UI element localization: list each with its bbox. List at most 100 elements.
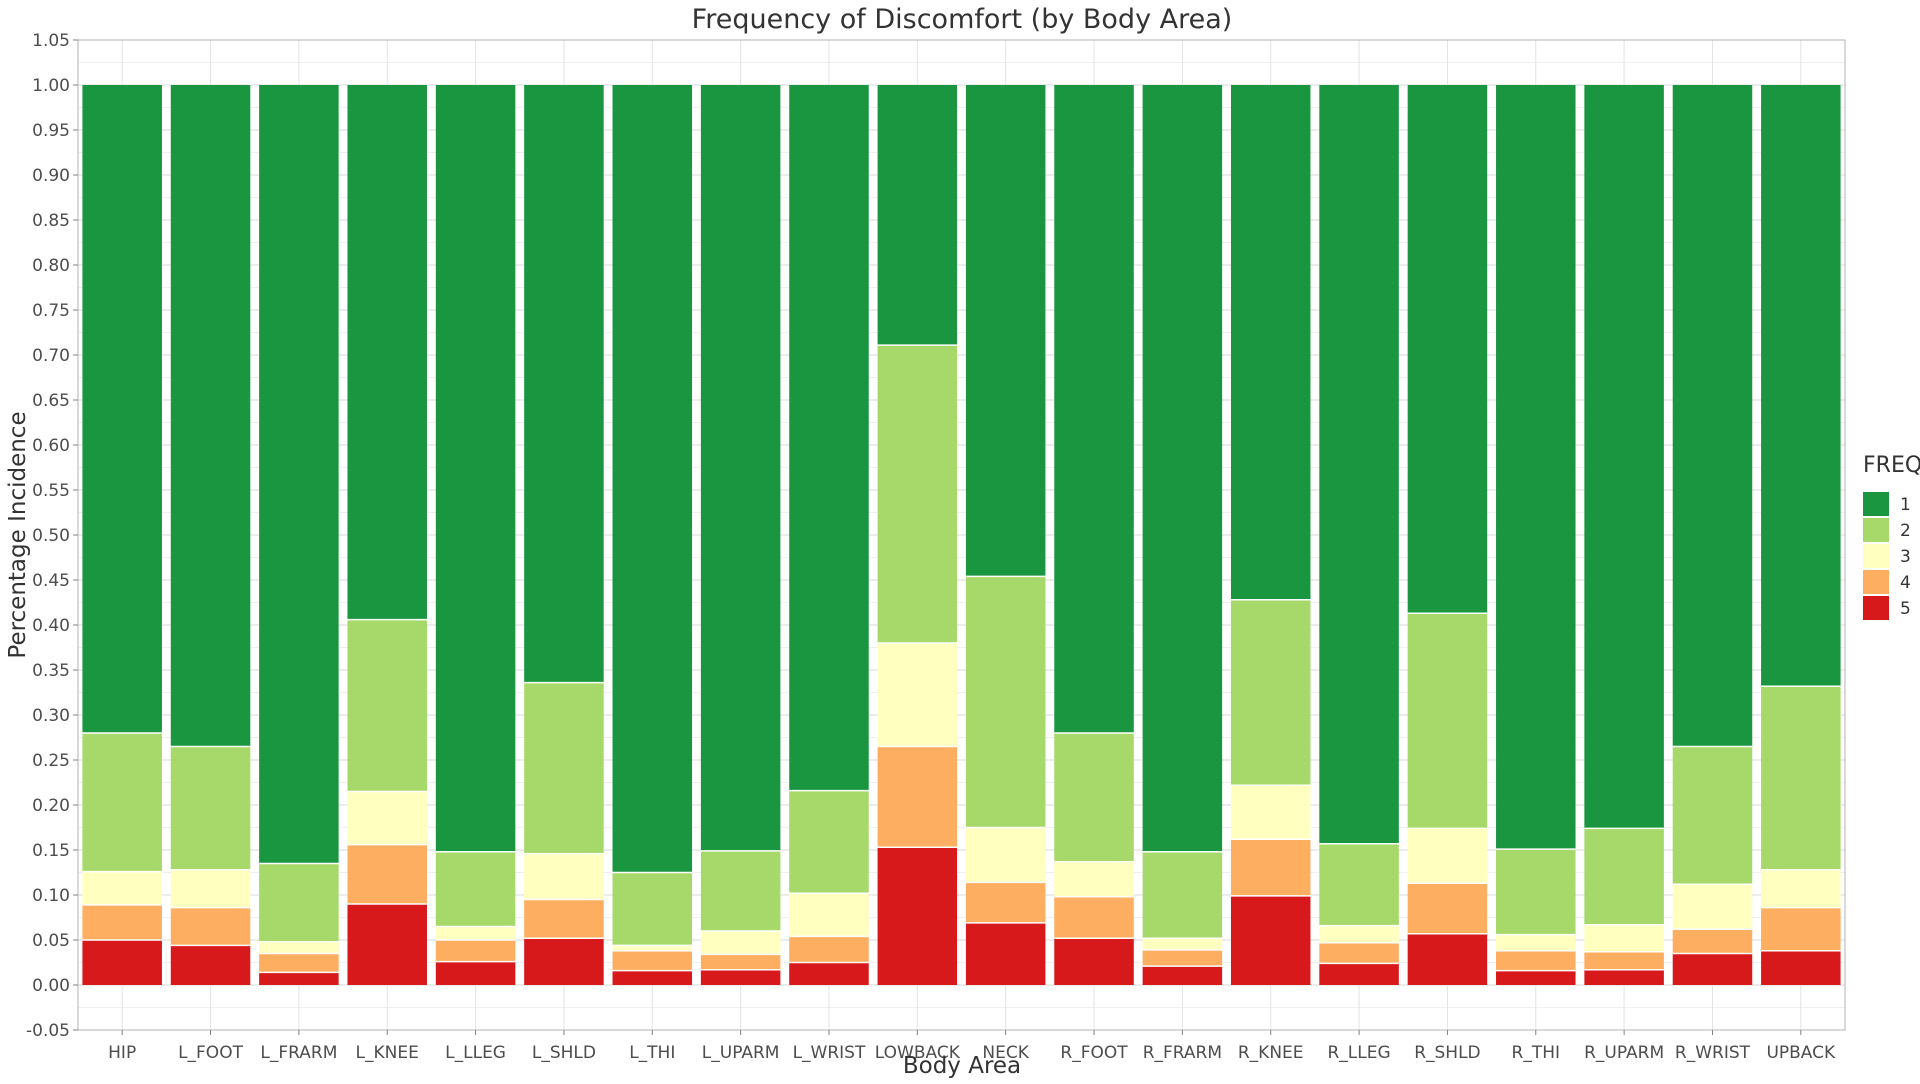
bar-segment-r-frarm-freq-3 xyxy=(1142,938,1223,950)
bar-segment-r-uparm-freq-5 xyxy=(1584,969,1664,985)
bar-segment-r-foot-freq-4 xyxy=(1054,896,1134,939)
legend-label-freq-2: 2 xyxy=(1900,521,1911,541)
legend-label-freq-4: 4 xyxy=(1900,573,1911,593)
x-tick-label-l-shld: L_SHLD xyxy=(532,1043,596,1063)
bar-segment-hip-freq-5 xyxy=(82,940,162,985)
x-tick-label-r-lleg: R_LLEG xyxy=(1327,1043,1390,1063)
y-tick-label: 0.20 xyxy=(32,796,70,816)
bar-segment-hip-freq-3 xyxy=(82,871,162,905)
x-tick-label-r-knee: R_KNEE xyxy=(1238,1043,1304,1063)
bar-segment-r-thi-freq-5 xyxy=(1496,970,1576,985)
bar-segment-neck-freq-3 xyxy=(965,827,1046,883)
bar-segment-l-knee-freq-4 xyxy=(347,844,427,904)
x-tick-label-hip: HIP xyxy=(108,1043,136,1063)
bar-segment-hip-freq-4 xyxy=(82,904,162,940)
bar-segment-l-lleg-freq-3 xyxy=(435,926,516,940)
y-tick-label: 0.10 xyxy=(32,886,70,906)
bar-segment-r-foot-freq-3 xyxy=(1054,861,1134,897)
bar-segment-l-wrist-freq-2 xyxy=(789,790,869,894)
bar-segment-l-frarm-freq-1 xyxy=(259,85,339,864)
bar-segment-l-wrist-freq-4 xyxy=(789,936,869,963)
bar-segment-l-thi-freq-4 xyxy=(612,950,693,971)
x-tick-label-r-wrist: R_WRIST xyxy=(1675,1043,1751,1063)
bar-segment-lowback-freq-4 xyxy=(877,746,958,848)
bar-segment-l-knee-freq-2 xyxy=(347,619,427,792)
bar-segment-l-thi-freq-5 xyxy=(612,970,693,985)
y-tick-label: 0.55 xyxy=(32,481,70,501)
bar-segment-r-shld-freq-1 xyxy=(1407,85,1488,614)
bar-segment-l-knee-freq-5 xyxy=(347,904,427,985)
bar-segment-l-foot-freq-2 xyxy=(170,746,251,870)
bar-segment-l-thi-freq-3 xyxy=(612,945,693,951)
bar-segment-l-shld-freq-1 xyxy=(524,85,604,683)
x-tick-label-l-uparm: L_UPARM xyxy=(702,1043,780,1063)
bar-segment-neck-freq-4 xyxy=(965,882,1046,923)
y-tick-label: 0.00 xyxy=(32,976,70,996)
bar-segment-l-thi-freq-1 xyxy=(612,85,693,873)
legend-label-freq-5: 5 xyxy=(1900,599,1911,619)
y-tick-label: 0.50 xyxy=(32,526,70,546)
y-tick-label: 0.85 xyxy=(32,211,70,231)
bar-segment-r-shld-freq-5 xyxy=(1407,933,1488,985)
x-tick-label-r-foot: R_FOOT xyxy=(1060,1043,1128,1063)
y-axis-label: Percentage Incidence xyxy=(5,411,31,658)
bar-segment-hip-freq-1 xyxy=(82,85,162,733)
bar-segment-hip-freq-2 xyxy=(82,733,162,872)
x-tick-label-upback: UPBACK xyxy=(1766,1043,1836,1063)
bar-segment-r-wrist-freq-3 xyxy=(1672,884,1753,930)
bar-segment-l-uparm-freq-1 xyxy=(700,85,781,851)
bar-segment-r-knee-freq-5 xyxy=(1230,895,1311,985)
bar-segment-r-wrist-freq-4 xyxy=(1672,929,1753,954)
bar-segment-l-knee-freq-1 xyxy=(347,85,427,620)
bar-segment-r-shld-freq-4 xyxy=(1407,883,1488,934)
bar-segment-r-wrist-freq-1 xyxy=(1672,85,1753,747)
bar-segment-l-shld-freq-4 xyxy=(524,899,604,939)
legend-label-freq-3: 3 xyxy=(1900,547,1911,567)
bar-segment-r-uparm-freq-4 xyxy=(1584,951,1664,970)
bar-segment-l-lleg-freq-2 xyxy=(435,851,516,927)
bar-segment-upback-freq-1 xyxy=(1761,85,1841,687)
bar-segment-lowback-freq-5 xyxy=(877,847,958,985)
bar-segment-r-wrist-freq-5 xyxy=(1672,953,1753,985)
chart-title: Frequency of Discomfort (by Body Area) xyxy=(692,4,1233,35)
bar-segment-r-frarm-freq-1 xyxy=(1142,85,1223,852)
bar-segment-r-thi-freq-4 xyxy=(1496,950,1576,971)
bar-segment-l-wrist-freq-3 xyxy=(789,893,869,937)
bar-segment-upback-freq-4 xyxy=(1761,907,1841,951)
legend-swatch-freq-3 xyxy=(1863,544,1889,568)
legend-label-freq-1: 1 xyxy=(1900,495,1911,515)
y-tick-label: 0.25 xyxy=(32,751,70,771)
bar-segment-l-lleg-freq-4 xyxy=(435,940,516,962)
bar-segment-r-knee-freq-2 xyxy=(1230,599,1311,786)
bar-segment-r-uparm-freq-3 xyxy=(1584,924,1664,952)
bar-segment-r-foot-freq-1 xyxy=(1054,85,1134,733)
x-tick-label-l-foot: L_FOOT xyxy=(178,1043,244,1063)
bar-segment-l-wrist-freq-1 xyxy=(789,85,869,791)
bar-segment-r-thi-freq-2 xyxy=(1496,849,1576,935)
bar-segment-r-thi-freq-3 xyxy=(1496,934,1576,951)
bar-segment-r-foot-freq-5 xyxy=(1054,938,1134,985)
y-axis-ticks: -0.05 0.00 0.05 0.10 0.15 0.20 0.25 0.30 0.35 0.4… xyxy=(26,31,78,1041)
y-tick-label: 0.95 xyxy=(32,121,70,141)
bar-segment-lowback-freq-3 xyxy=(877,643,958,747)
y-tick-label: 0.80 xyxy=(32,256,70,276)
legend-swatch-freq-1 xyxy=(1863,492,1889,516)
legend-swatch-freq-4 xyxy=(1863,570,1889,594)
bar-segment-l-lleg-freq-5 xyxy=(435,961,516,985)
legend: FREQ 1 2 3 4 5 xyxy=(1863,453,1920,620)
bar-segment-r-uparm-freq-1 xyxy=(1584,85,1664,829)
bar-segment-l-wrist-freq-5 xyxy=(789,962,869,985)
y-tick-label: 0.90 xyxy=(32,166,70,186)
bar-segment-r-shld-freq-2 xyxy=(1407,613,1488,829)
bar-segment-upback-freq-3 xyxy=(1761,869,1841,908)
bar-segment-l-shld-freq-3 xyxy=(524,853,604,900)
bar-segment-r-thi-freq-1 xyxy=(1496,85,1576,850)
legend-swatch-freq-2 xyxy=(1863,518,1889,542)
y-tick-label: 0.05 xyxy=(32,931,70,951)
x-tick-label-l-thi: L_THI xyxy=(629,1043,675,1063)
y-tick-label: 0.70 xyxy=(32,346,70,366)
x-tick-label-l-frarm: L_FRARM xyxy=(260,1043,337,1063)
x-tick-label-r-uparm: R_UPARM xyxy=(1584,1043,1664,1063)
bar-segment-r-lleg-freq-4 xyxy=(1319,942,1399,964)
